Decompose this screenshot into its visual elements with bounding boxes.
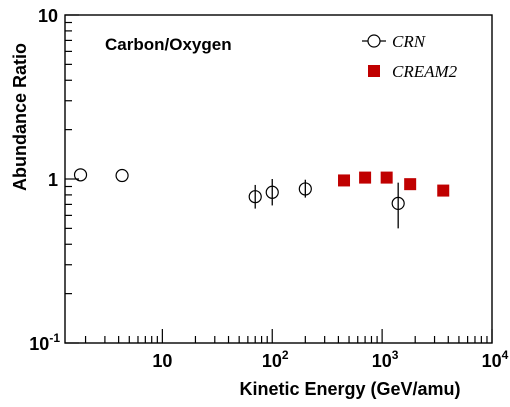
cream2-point xyxy=(380,171,393,184)
x-tick-label: 102 xyxy=(262,348,289,371)
cream2-point xyxy=(338,174,351,187)
x-tick-label: 104 xyxy=(482,348,509,371)
crn-point xyxy=(391,196,405,210)
legend-crn-marker xyxy=(367,34,381,48)
data-points xyxy=(73,168,450,229)
crn-point xyxy=(265,185,279,199)
y-axis-label: Abundance Ratio xyxy=(10,43,30,191)
x-axis-label: Kinetic Energy (GeV/amu) xyxy=(239,379,460,399)
legend-crn-label: CRN xyxy=(392,32,427,51)
legend-cream2-marker xyxy=(368,65,380,77)
cream2-point xyxy=(359,171,372,184)
x-tick-label: 103 xyxy=(372,348,399,371)
y-tick-label: 10 xyxy=(38,6,58,26)
crn-point xyxy=(298,182,312,196)
legend-cream2-label: CREAM2 xyxy=(392,62,458,81)
crn-point xyxy=(115,168,129,183)
y-tick-label: 10-1 xyxy=(29,331,60,354)
x-tick-label: 10 xyxy=(152,351,172,371)
y-tick-label: 1 xyxy=(48,170,58,190)
legend: CRN CREAM2 xyxy=(362,32,458,81)
crn-point xyxy=(73,168,88,182)
axis-ticks xyxy=(65,14,493,344)
chart-title: Carbon/Oxygen xyxy=(105,35,232,54)
axis-tick-labels: 10 102 103 104 10-1 1 10 xyxy=(29,6,508,371)
cream2-point xyxy=(404,178,417,191)
crn-point xyxy=(248,190,262,204)
cream2-point xyxy=(437,184,450,197)
